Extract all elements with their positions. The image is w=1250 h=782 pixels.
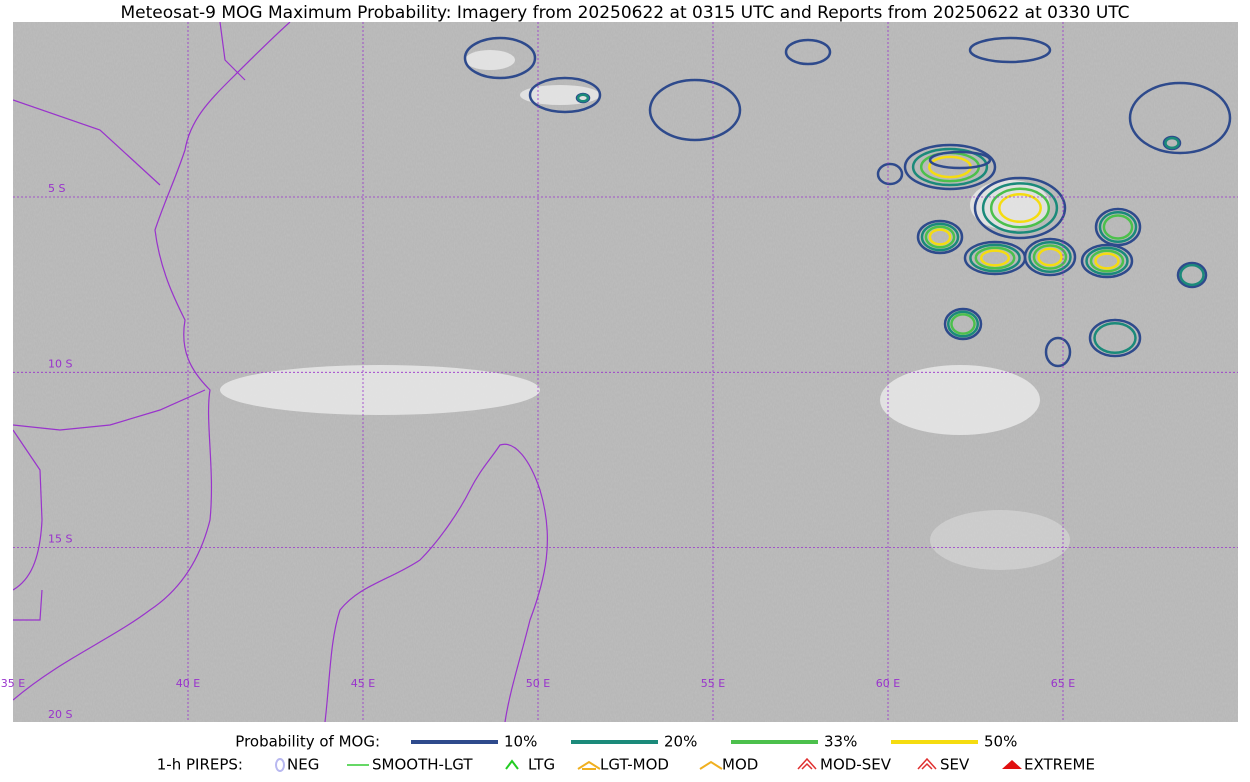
contour [576,93,590,103]
contour [974,246,1016,270]
contour [916,219,964,255]
legend-label: LGT-MOD [600,756,669,774]
legend-icon [275,758,285,772]
graticule-labels: 35 E 40 E 45 E 50 E 55 E 60 E 65 E 5 S 10 S 15 S 2… [1,182,1075,721]
legend-icon [797,757,817,770]
legend-label: LTG [528,756,555,774]
contour [920,222,960,252]
contour [979,249,1011,267]
contour [911,147,989,187]
contour [928,150,992,170]
contour [924,225,956,249]
contour [943,307,983,341]
contour [1080,243,1134,279]
contour [1032,244,1068,270]
legend-label: 10% [504,733,537,751]
map-area [13,22,1238,722]
contour [973,176,1067,240]
contour [1089,249,1125,273]
contour [1179,263,1205,287]
latitude-label: 15 S [48,533,72,546]
legend-label: EXTREME [1024,756,1095,774]
contour [1085,246,1129,276]
cloud-features [220,50,1070,570]
legend-icon [505,759,519,770]
contour [1128,81,1232,155]
legend-label: MOD-SEV [820,756,892,774]
legend-label: 20% [664,733,697,751]
longitude-label: 45 E [351,677,375,690]
contour [950,313,976,335]
longitude-label: 65 E [1051,677,1075,690]
contour [989,187,1051,229]
contour [1088,318,1142,358]
coastlines [13,22,549,722]
contour [1093,321,1137,355]
contour [1044,336,1072,368]
legend-label: 33% [824,733,857,751]
contour [1098,210,1138,244]
map-title: Meteosat-9 MOG Maximum Probability: Imag… [120,3,1129,23]
contour [998,192,1042,224]
legend-icon [1002,760,1022,769]
contour [1176,261,1208,289]
legend-label: SMOOTH-LGT [372,756,473,774]
contour [648,78,742,142]
contour [876,162,904,186]
latitude-label: 10 S [48,357,72,370]
contour [1164,136,1180,150]
contour [1094,252,1120,270]
legend-label: 50% [984,733,1017,751]
legend-label: MOD [722,756,758,774]
contour [1094,207,1142,247]
contour [784,38,832,66]
longitude-label: 40 E [176,677,200,690]
pirep-legend-title: 1-h PIREPS: [157,756,243,774]
legend-icon [699,760,723,770]
contour [928,228,952,246]
legend-icon [577,760,601,770]
latitude-label: 20 S [48,708,72,721]
contour [981,182,1059,234]
legend-label: NEG [287,756,319,774]
longitude-label: 55 E [701,677,725,690]
contour [1028,240,1072,274]
longitude-label: 60 E [876,677,900,690]
contour [1023,237,1077,277]
contour [1037,247,1063,267]
longitude-label: 35 E [1,677,25,690]
contour [968,36,1052,64]
contour [463,36,537,80]
latitude-label: 5 S [48,182,65,195]
legend-label: SEV [940,756,970,774]
contour [969,243,1021,273]
legend-icon [917,757,937,770]
contour [1102,214,1134,240]
contour [903,143,997,191]
legend: Probability of MOG: 1-h PIREPS: 10% 20% 33… [157,733,1095,774]
probability-contours [463,36,1232,368]
contour [946,310,980,338]
contour [528,76,602,114]
graticule [13,22,1238,722]
longitude-label: 50 E [526,677,550,690]
probability-legend-title: Probability of MOG: [235,733,380,751]
